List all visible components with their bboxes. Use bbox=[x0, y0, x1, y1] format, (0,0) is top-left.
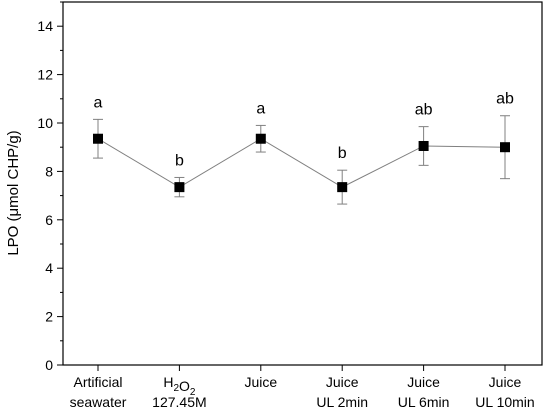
x-tick-label: UL 10min bbox=[475, 394, 534, 410]
chart-axes bbox=[62, 1, 543, 366]
plot-frame bbox=[62, 1, 543, 366]
significance-label: b bbox=[338, 145, 347, 162]
data-point bbox=[255, 133, 266, 144]
significance-label: ab bbox=[415, 102, 433, 119]
x-tick-label: 127.45M bbox=[152, 394, 206, 410]
y-axis-title: LPO (μmol CHP/g) bbox=[5, 130, 22, 255]
x-tick-label: H2O2 bbox=[163, 374, 196, 398]
x-tick-label: UL 6min bbox=[398, 394, 450, 410]
data-point bbox=[93, 133, 103, 144]
x-tick-label: Juice bbox=[489, 374, 522, 390]
y-tick-label: 0 bbox=[45, 357, 53, 373]
y-tick-label: 10 bbox=[37, 115, 53, 131]
significance-label: a bbox=[94, 94, 103, 111]
y-tick-label: 12 bbox=[37, 67, 53, 83]
y-axis-ticks: 0 2 4 6 8 10 12 14 bbox=[37, 1, 63, 373]
y-tick-label: 4 bbox=[45, 260, 53, 276]
series-line bbox=[97, 138, 506, 188]
y-tick-label: 2 bbox=[45, 309, 53, 325]
data-point bbox=[337, 182, 348, 193]
significance-label: b bbox=[175, 152, 184, 169]
x-tick-label: Juice bbox=[407, 374, 440, 390]
data-point bbox=[174, 182, 185, 193]
significance-label: ab bbox=[496, 91, 514, 108]
y-tick-label: 6 bbox=[45, 212, 53, 228]
x-tick-label: Artificial bbox=[73, 374, 122, 390]
x-tick-label: seawater bbox=[70, 394, 127, 410]
y-tick-label: 14 bbox=[37, 18, 53, 34]
data-point bbox=[500, 142, 510, 153]
significance-label: a bbox=[256, 100, 265, 117]
x-tick-label: UL 2min bbox=[316, 394, 368, 410]
x-tick-label: Juice bbox=[326, 374, 359, 390]
x-tick-label: Juice bbox=[244, 374, 277, 390]
y-tick-label: 8 bbox=[45, 163, 53, 179]
data-point bbox=[418, 140, 429, 151]
